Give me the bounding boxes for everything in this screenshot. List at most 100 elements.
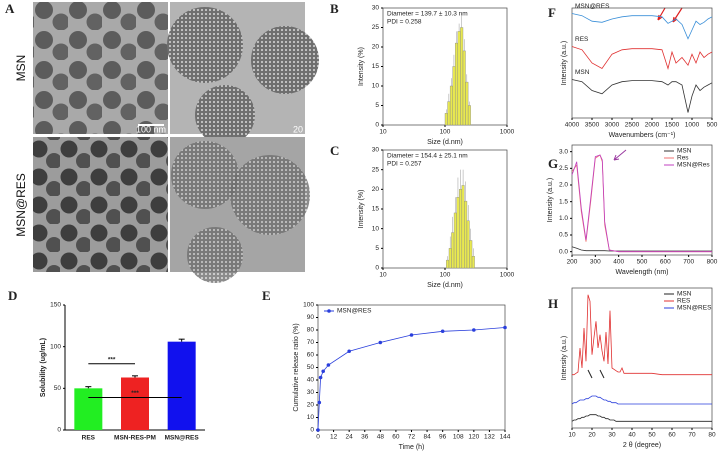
x-tick-label: 800 [707, 259, 718, 266]
bar [456, 196, 460, 269]
particle [251, 26, 319, 94]
chart: D 0 50 100 150 Solubility (ug/mL) RES MSN-RES-P… [8, 288, 205, 442]
y-tick-label: 2.5 [559, 165, 568, 172]
x-tick-label: 1000 [500, 272, 515, 279]
y-tick-label: 50 [307, 364, 315, 371]
x-tick-label: 10 [568, 432, 576, 439]
x-tick-label: 60 [668, 432, 676, 439]
series-line [571, 395, 712, 405]
y-tick-label: 10 [372, 83, 380, 90]
x-tick-label: 200 [567, 259, 578, 266]
x-tick-label: 24 [346, 434, 354, 441]
legend-label: Res [677, 155, 689, 162]
point [321, 369, 325, 374]
point [440, 329, 445, 334]
point [326, 363, 331, 367]
x-tick-label: 4000 [565, 122, 580, 129]
x-tick-label: 1500 [665, 122, 680, 129]
chart: H 10 20 30 40 50 60 70 80 2 θ (degree) Intensity (… [548, 287, 716, 449]
y-tick-label: 2.0 [559, 182, 568, 189]
series-line [571, 246, 712, 252]
y-tick-label: 1.5 [559, 198, 568, 205]
series-label: MSN@RES [575, 3, 610, 10]
y-tick-label: 100 [303, 302, 314, 309]
y-tick-label: 30 [372, 5, 380, 12]
y-tick-label: 150 [50, 302, 61, 309]
x-tick-label: 48 [377, 434, 385, 441]
particle [230, 155, 310, 235]
point [347, 349, 351, 354]
x-tick-label: 3000 [605, 122, 620, 129]
chart: F 4000 3500 3000 2500 2000 1500 1000 500 Wavenumb… [548, 3, 718, 139]
y-tick-label: 15 [372, 206, 380, 213]
legend-label: MSN [677, 148, 692, 155]
annotation: PDI = 0.258 [387, 19, 422, 26]
y-tick-label: 3.0 [559, 148, 568, 155]
bar [453, 212, 457, 269]
row-label: MSN [14, 55, 28, 82]
bar [74, 388, 103, 430]
x-tick-label: 132 [484, 434, 495, 441]
annotation: Diameter = 139.7 ± 10.3 nm [387, 11, 468, 18]
series-line [571, 154, 712, 253]
y-tick-label: 40 [307, 377, 315, 384]
bar [449, 85, 453, 126]
x-tick-label: 2500 [625, 122, 640, 129]
point [472, 328, 476, 332]
x-tick-label: 108 [453, 434, 464, 441]
x-tick-label: 600 [660, 259, 671, 266]
x-axis-label: Wavelength (nm) [615, 269, 668, 276]
bar [465, 81, 469, 126]
x-axis-label: Wavenumbers (cm⁻¹) [609, 132, 676, 139]
series-line [572, 294, 712, 376]
y-tick-label: 0 [375, 265, 379, 272]
x-tick-label: RES [82, 435, 96, 442]
x-tick-label: 10 [379, 129, 387, 136]
plot-frame [571, 287, 713, 429]
y-tick-label: 10 [307, 414, 315, 421]
tem-image [33, 2, 168, 134]
panel-label: C [330, 143, 339, 158]
y-tick-label: 90 [307, 314, 315, 321]
x-tick-label: 12 [330, 434, 338, 441]
scale-label: 20 [293, 124, 303, 134]
annotation: Diameter = 154.4 ± 25.1 nm [387, 153, 468, 160]
panel-label: F [548, 5, 556, 20]
particle [171, 141, 239, 209]
x-tick-label: 100 [440, 272, 451, 279]
x-tick-label: 3500 [585, 122, 600, 129]
particle [167, 7, 243, 83]
point [503, 325, 507, 330]
bar [460, 27, 464, 126]
legend-label: MSN@Res [677, 162, 710, 169]
bar [452, 66, 456, 126]
significance: *** [108, 356, 116, 363]
bar [451, 232, 455, 269]
particle [195, 85, 255, 145]
series-line [571, 46, 713, 70]
x-tick-label: 50 [648, 432, 656, 439]
bar [466, 220, 470, 269]
series-line [571, 414, 712, 422]
x-tick-label: 400 [613, 259, 624, 266]
x-tick-label: 300 [590, 259, 601, 266]
plot-frame [317, 304, 506, 431]
scale-label: 100 nm [136, 124, 166, 134]
legend-label: RES [677, 298, 691, 305]
panel-a: A MSN MSN@RES 100 nm 20 [5, 1, 319, 283]
chart: G 0.0 0.5 1.0 1.5 2.0 2.5 3.0 200 300 400 500 600 700… [547, 144, 718, 276]
bar [459, 189, 463, 269]
y-tick-label: 0 [375, 122, 379, 129]
x-tick-label: 84 [423, 434, 431, 441]
x-tick-label: 120 [468, 434, 479, 441]
legend-label: MSN [677, 291, 692, 298]
y-tick-label: 100 [50, 343, 61, 350]
x-tick-label: 36 [361, 434, 369, 441]
x-tick-label: 144 [500, 434, 511, 441]
bar [444, 113, 448, 126]
series-line [571, 79, 713, 113]
series-line [571, 13, 713, 40]
series-line [571, 154, 712, 253]
point [409, 333, 414, 337]
